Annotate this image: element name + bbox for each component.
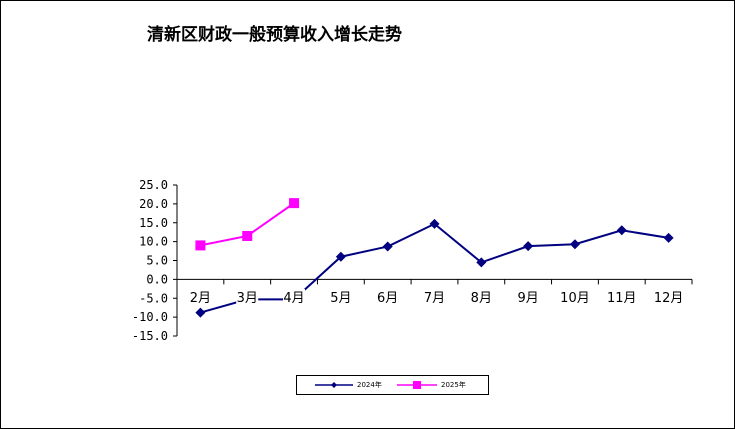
y-tick-label: 20.0: [139, 197, 168, 211]
x-tick-label: 5月: [330, 291, 351, 306]
y-tick-label: 25.0: [139, 178, 168, 192]
x-tick-label-bg: [189, 289, 212, 305]
data-point-series-1: [476, 257, 487, 268]
x-tick-label: 2月: [190, 291, 211, 306]
data-point-series-1: [663, 232, 674, 243]
x-tick-label-bg: [517, 289, 540, 305]
y-tick-label: -5.0: [139, 291, 168, 305]
chart-title: 清新区财政一般预算收入增长走势: [147, 25, 402, 45]
legend-item-series-1: 2024年: [305, 376, 385, 394]
data-point-series-1: [429, 218, 440, 229]
data-point-series-1: [335, 251, 346, 262]
y-tick-label: 0.0: [146, 272, 168, 286]
x-tick-label-bg: [236, 289, 259, 305]
x-tick-label: 8月: [471, 291, 492, 306]
x-tick-label-bg: [376, 289, 399, 305]
data-point-series-2: [242, 230, 253, 241]
y-tick-label: 5.0: [146, 254, 168, 268]
data-point-series-1: [523, 241, 534, 252]
x-tick-label: 11月: [607, 291, 637, 306]
y-tick-label: -15.0: [132, 329, 168, 343]
x-tick-label-bg: [607, 289, 636, 305]
x-tick-label-bg: [283, 289, 306, 305]
x-tick-label: 12月: [654, 291, 684, 306]
x-tick-label-bg: [329, 289, 352, 305]
x-tick-label: 10月: [560, 291, 590, 306]
legend-label-series-1: 2024年: [357, 381, 382, 389]
x-tick-label: 6月: [377, 291, 398, 306]
legend-marker-series-1: [315, 382, 353, 388]
data-point-series-2: [289, 198, 300, 209]
x-tick-label-bg: [560, 289, 589, 305]
legend-item-series-2: 2025年: [393, 376, 483, 394]
y-tick-label: -10.0: [132, 310, 168, 324]
legend-marker-series-2: [397, 381, 437, 389]
legend-label-series-2: 2025年: [441, 381, 466, 389]
x-tick-label: 4月: [283, 291, 304, 306]
y-tick-label: 10.0: [139, 235, 168, 249]
legend: 2024年 2025年: [296, 375, 489, 395]
data-point-series-1: [569, 239, 580, 250]
x-tick-label-bg: [423, 289, 446, 305]
x-tick-label: 3月: [237, 291, 258, 306]
data-point-series-1: [616, 225, 627, 236]
x-tick-label-bg: [654, 289, 683, 305]
x-tick-label: 9月: [517, 291, 538, 306]
data-point-series-1: [382, 241, 393, 252]
data-point-series-1: [195, 307, 206, 318]
data-point-series-2: [195, 240, 206, 251]
x-tick-label: 7月: [424, 291, 445, 306]
x-tick-label-bg: [470, 289, 493, 305]
y-tick-label: 15.0: [139, 216, 168, 230]
